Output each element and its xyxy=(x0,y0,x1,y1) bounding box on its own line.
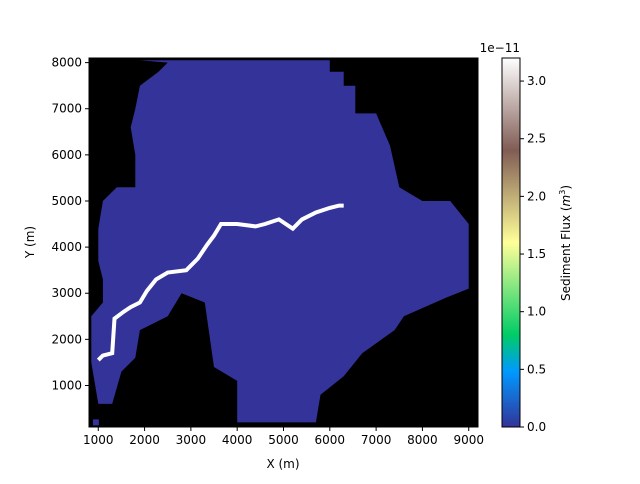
y-axis: 1000 2000 3000 4000 5000 6000 7000 8000 xyxy=(51,56,89,392)
y-tick-label: 1000 xyxy=(51,378,82,392)
y-axis-label: Y (m) xyxy=(23,226,37,259)
colorbar-label: Sediment Flux (m3) xyxy=(558,185,573,301)
x-tick-label: 8000 xyxy=(407,433,438,447)
y-tick-label: 4000 xyxy=(51,240,82,254)
x-tick-label: 5000 xyxy=(268,433,299,447)
x-tick-label: 3000 xyxy=(176,433,207,447)
colorbar-ticks: 0.0 0.5 1.0 1.5 2.0 2.5 3.0 xyxy=(520,74,546,434)
plot-area xyxy=(88,57,479,428)
x-axis: 1000 2000 3000 4000 5000 6000 7000 8000 9000 xyxy=(83,427,484,447)
x-tick-label: 1000 xyxy=(83,433,114,447)
x-tick-label: 4000 xyxy=(222,433,253,447)
x-tick-label: 2000 xyxy=(129,433,160,447)
y-tick-label: 2000 xyxy=(51,332,82,346)
x-tick-label: 6000 xyxy=(315,433,346,447)
y-tick-label: 8000 xyxy=(51,56,82,70)
x-tick-label: 9000 xyxy=(453,433,484,447)
colorbar-tick-label: 1.5 xyxy=(527,247,546,261)
colorbar: 0.0 0.5 1.0 1.5 2.0 2.5 3.0 1e−11 Sediment Flu… xyxy=(480,41,573,434)
watershed-outlier-cell xyxy=(92,419,99,426)
colorbar-scale-text: 1e−11 xyxy=(480,41,520,55)
colorbar-tick-label: 1.0 xyxy=(527,305,546,319)
channel-path xyxy=(96,203,344,362)
colorbar-tick-label: 0.5 xyxy=(527,362,546,376)
watershed-region xyxy=(91,60,469,423)
colorbar-tick-label: 2.0 xyxy=(527,189,546,203)
colorbar-gradient xyxy=(501,57,521,428)
colorbar-tick-label: 2.5 xyxy=(527,132,546,146)
x-tick-label: 7000 xyxy=(361,433,392,447)
y-tick-label: 5000 xyxy=(51,194,82,208)
colorbar-tick-label: 0.0 xyxy=(527,420,546,434)
y-tick-label: 3000 xyxy=(51,286,82,300)
y-tick-label: 6000 xyxy=(51,148,82,162)
x-axis-label: X (m) xyxy=(266,457,299,471)
colorbar-tick-label: 3.0 xyxy=(527,74,546,88)
y-tick-label: 7000 xyxy=(51,102,82,116)
